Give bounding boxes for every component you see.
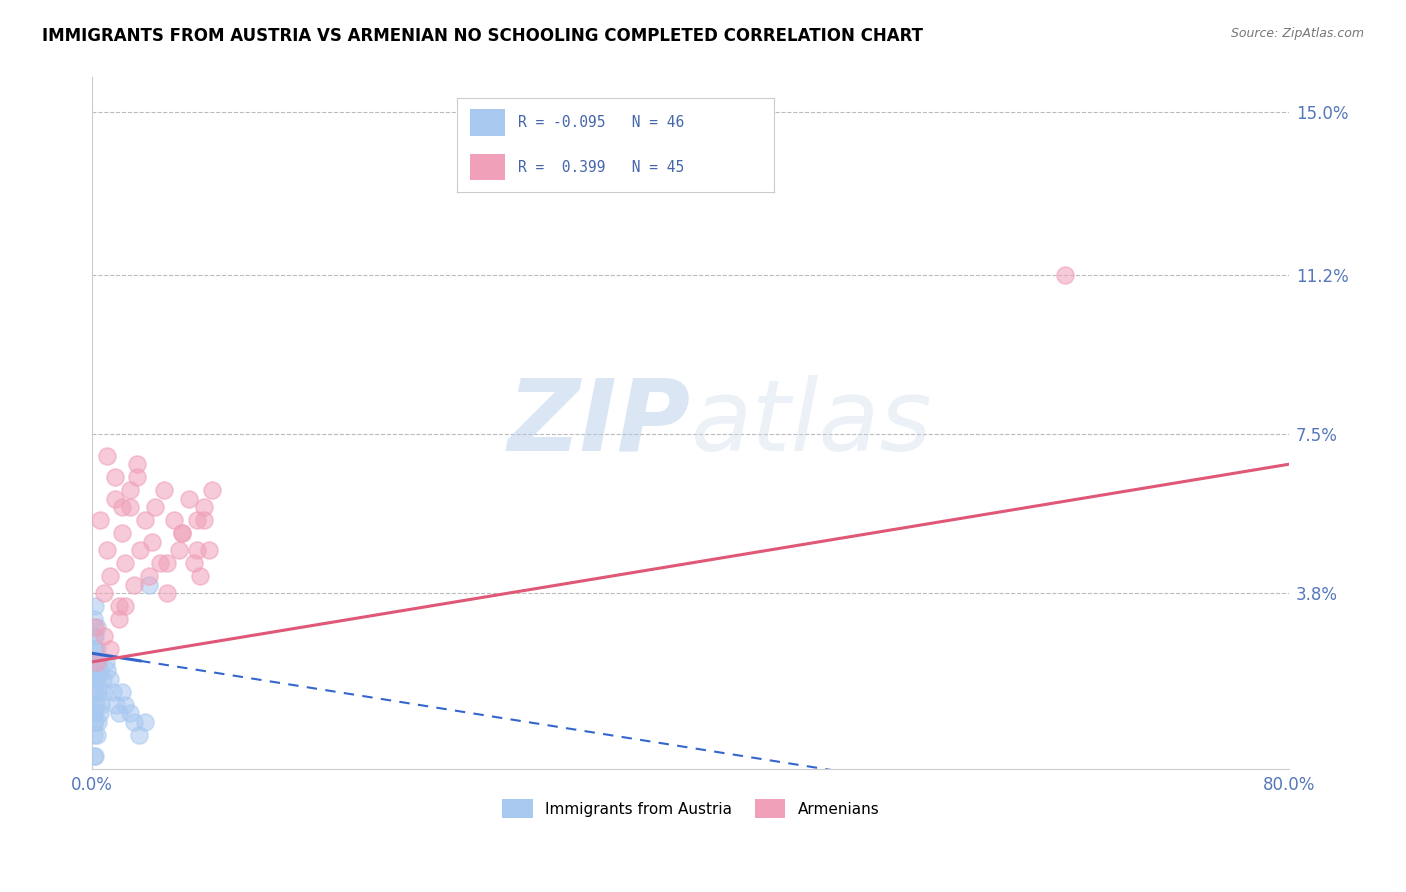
Point — [179, 491, 201, 506]
Point — [83, 706, 105, 721]
Point — [201, 483, 224, 497]
Point — [167, 543, 190, 558]
Point — [84, 629, 107, 643]
Point — [118, 500, 141, 515]
Point — [104, 470, 127, 484]
Point — [93, 586, 115, 600]
Point — [138, 569, 160, 583]
Point — [87, 714, 110, 729]
Point — [122, 714, 145, 729]
Point — [83, 728, 105, 742]
Point — [118, 483, 141, 497]
Point — [198, 543, 221, 558]
Point — [188, 569, 211, 583]
Point — [118, 706, 141, 721]
Point — [108, 612, 131, 626]
Text: Source: ZipAtlas.com: Source: ZipAtlas.com — [1230, 27, 1364, 40]
Point — [93, 629, 115, 643]
Point — [111, 500, 134, 515]
Point — [148, 556, 170, 570]
Point — [89, 513, 111, 527]
Point — [105, 698, 128, 712]
Point — [156, 586, 179, 600]
Point — [186, 543, 208, 558]
Point — [98, 642, 121, 657]
Point — [83, 629, 105, 643]
Point — [84, 714, 107, 729]
Point — [84, 642, 107, 657]
Point — [84, 599, 107, 613]
Point — [156, 556, 179, 570]
Point — [104, 491, 127, 506]
Point — [125, 470, 148, 484]
Point — [96, 449, 118, 463]
Point — [83, 714, 105, 729]
Point — [193, 513, 215, 527]
Point — [83, 612, 105, 626]
Point — [114, 556, 136, 570]
Point — [98, 672, 121, 686]
Point — [1053, 268, 1076, 282]
Point — [83, 749, 105, 764]
Point — [138, 577, 160, 591]
Point — [86, 655, 108, 669]
Point — [143, 500, 166, 515]
Point — [170, 525, 193, 540]
Point — [96, 664, 118, 678]
Point — [83, 655, 105, 669]
Point — [86, 728, 108, 742]
Point — [83, 698, 105, 712]
Point — [89, 664, 111, 678]
Point — [128, 728, 150, 742]
Point — [87, 655, 110, 669]
Point — [114, 599, 136, 613]
Point — [186, 513, 208, 527]
Point — [86, 672, 108, 686]
Point — [84, 749, 107, 764]
Point — [134, 513, 156, 527]
Legend: Immigrants from Austria, Armenians: Immigrants from Austria, Armenians — [496, 793, 886, 824]
Point — [83, 642, 105, 657]
Point — [87, 685, 110, 699]
Point — [141, 534, 163, 549]
Point — [183, 556, 205, 570]
Point — [111, 685, 134, 699]
Text: atlas: atlas — [690, 375, 932, 472]
Point — [84, 655, 107, 669]
Point — [101, 685, 124, 699]
Point — [86, 698, 108, 712]
Point — [153, 483, 176, 497]
Text: ZIP: ZIP — [508, 375, 690, 472]
Point — [163, 513, 186, 527]
Text: IMMIGRANTS FROM AUSTRIA VS ARMENIAN NO SCHOOLING COMPLETED CORRELATION CHART: IMMIGRANTS FROM AUSTRIA VS ARMENIAN NO S… — [42, 27, 924, 45]
Point — [86, 620, 108, 634]
Point — [111, 525, 134, 540]
Point — [134, 714, 156, 729]
Point — [84, 685, 107, 699]
Point — [96, 543, 118, 558]
Point — [129, 543, 152, 558]
Point — [90, 698, 112, 712]
Point — [84, 620, 107, 634]
Point — [108, 706, 131, 721]
Point — [122, 577, 145, 591]
Point — [125, 457, 148, 471]
Point — [98, 569, 121, 583]
Point — [83, 685, 105, 699]
Point — [86, 642, 108, 657]
Point — [170, 525, 193, 540]
Point — [91, 672, 114, 686]
Point — [84, 672, 107, 686]
Point — [108, 599, 131, 613]
Point — [89, 706, 111, 721]
Point — [193, 500, 215, 515]
Point — [114, 698, 136, 712]
Point — [94, 655, 117, 669]
Point — [83, 672, 105, 686]
Point — [83, 664, 105, 678]
Point — [93, 685, 115, 699]
